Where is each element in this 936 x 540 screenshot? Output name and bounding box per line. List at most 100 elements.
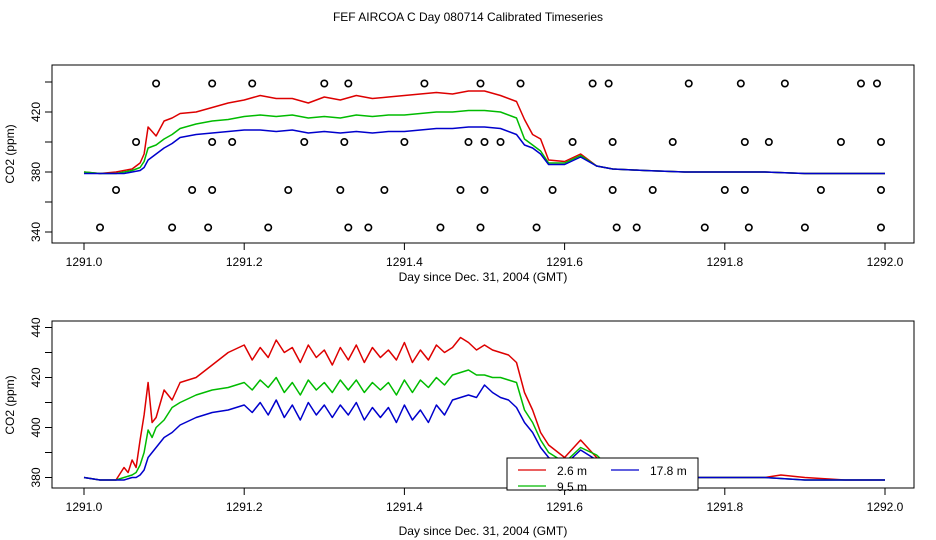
- x-tick-label: 1291.0: [66, 500, 103, 514]
- figure-title: FEF AIRCOA C Day 080714 Calibrated Times…: [333, 10, 603, 24]
- calibration-marker: [344, 79, 353, 88]
- calibration-marker: [336, 186, 345, 195]
- calibration-marker: [800, 223, 809, 232]
- x-tick-label: 1291.4: [386, 500, 423, 514]
- calibration-marker: [248, 79, 257, 88]
- calibration-marker: [632, 223, 641, 232]
- x-tick-label: 1291.6: [546, 255, 583, 269]
- calibration-marker: [476, 223, 485, 232]
- calibration-marker: [604, 79, 613, 88]
- calibration-marker: [764, 138, 773, 147]
- panel-top-y-axis: 340 380 420: [29, 81, 52, 242]
- y-tick-label: 440: [29, 317, 43, 337]
- calibration-marker: [476, 79, 485, 88]
- calibration-marker: [780, 79, 789, 88]
- calibration-marker: [204, 223, 213, 232]
- panel-top-x-axis: 1291.0 1291.2 1291.4 1291.6 1291.8 1292.0: [66, 243, 904, 269]
- calibration-marker: [344, 223, 353, 232]
- legend-box: [506, 457, 699, 491]
- legend-label-17-8m: 17.8 m: [650, 464, 687, 478]
- panel-bottom: 1291.0 1291.2 1291.4 1291.6 1291.8 1292.0 380…: [3, 317, 915, 538]
- calibration-marker: [648, 186, 657, 195]
- calibration-marker: [208, 79, 217, 88]
- y-tick-label: 380: [29, 162, 43, 182]
- calibration-marker: [264, 223, 273, 232]
- panel-bottom-xlabel: Day since Dec. 31, 2004 (GMT): [399, 524, 568, 538]
- calibration-marker: [320, 79, 329, 88]
- x-tick-label: 1291.4: [386, 255, 423, 269]
- legend-label-2-6m: 2.6 m: [557, 464, 587, 478]
- x-tick-label: 1291.8: [706, 500, 743, 514]
- calibration-marker: [188, 186, 197, 195]
- calibration-marker: [816, 186, 825, 195]
- legend: 2.6 m 17.8 m 9.5 m: [506, 457, 699, 494]
- x-tick-label: 1291.2: [226, 255, 263, 269]
- panel-bottom-x-axis: 1291.0 1291.2 1291.4 1291.6 1291.8 1292.0: [66, 488, 904, 514]
- calibration-marker: [496, 138, 505, 147]
- calibration-marker: [420, 79, 429, 88]
- calibration-marker: [740, 138, 749, 147]
- panel-bottom-ylabel: CO2 (ppm): [3, 375, 17, 434]
- x-tick-label: 1291.2: [226, 500, 263, 514]
- x-tick-label: 1292.0: [867, 500, 904, 514]
- series-line-2-6-m: [83, 90, 885, 175]
- y-tick-label: 420: [29, 102, 43, 122]
- panel-top-markers: [96, 79, 885, 232]
- calibration-marker: [208, 138, 217, 147]
- x-tick-label: 1292.0: [867, 255, 904, 269]
- calibration-marker: [532, 223, 541, 232]
- calibration-marker: [720, 186, 729, 195]
- calibration-marker: [96, 223, 105, 232]
- calibration-marker: [480, 138, 489, 147]
- panel-top: 1291.0 1291.2 1291.4 1291.6 1291.8 1292.0 340…: [3, 64, 915, 284]
- series-line-9-5-m: [83, 369, 885, 481]
- y-tick-label: 400: [29, 417, 43, 437]
- calibration-marker: [132, 138, 141, 147]
- calibration-marker: [876, 138, 885, 147]
- calibration-marker: [700, 223, 709, 232]
- calibration-marker: [456, 186, 465, 195]
- panel-bottom-series: [83, 336, 885, 481]
- calibration-marker: [228, 138, 237, 147]
- y-tick-label: 340: [29, 222, 43, 242]
- calibration-marker: [612, 223, 621, 232]
- panel-top-ylabel: CO2 (ppm): [3, 124, 17, 183]
- legend-label-9-5m: 9.5 m: [557, 480, 587, 494]
- y-tick-label: 420: [29, 367, 43, 387]
- calibration-marker: [744, 223, 753, 232]
- calibration-marker: [480, 186, 489, 195]
- calibration-marker: [588, 79, 597, 88]
- calibration-marker: [876, 186, 885, 195]
- panel-bottom-y-axis: 380 400 420 440: [29, 317, 52, 488]
- calibration-marker: [872, 79, 881, 88]
- series-line-2-6-m: [83, 336, 885, 481]
- panel-bottom-frame: [51, 320, 915, 489]
- series-line-9-5-m: [83, 109, 885, 175]
- calibration-marker: [876, 223, 885, 232]
- calibration-marker: [608, 186, 617, 195]
- series-line-17-8-m: [84, 126, 885, 175]
- calibration-marker: [836, 138, 845, 147]
- calibration-marker: [568, 138, 577, 147]
- series-line-17-8-m: [83, 384, 885, 481]
- calibration-marker: [516, 79, 525, 88]
- calibration-marker: [400, 138, 409, 147]
- calibration-marker: [548, 186, 557, 195]
- calibration-marker: [340, 138, 349, 147]
- calibration-marker: [152, 79, 161, 88]
- panel-top-frame: [51, 64, 915, 244]
- calibration-marker: [736, 79, 745, 88]
- calibration-marker: [284, 186, 293, 195]
- calibration-marker: [112, 186, 121, 195]
- x-tick-label: 1291.0: [66, 255, 103, 269]
- panel-top-series: [83, 90, 885, 175]
- calibration-marker: [740, 186, 749, 195]
- x-tick-label: 1291.8: [706, 255, 743, 269]
- calibration-marker: [436, 223, 445, 232]
- y-tick-label: 380: [29, 467, 43, 487]
- calibration-marker: [168, 223, 177, 232]
- calibration-marker: [608, 138, 617, 147]
- calibration-marker: [464, 138, 473, 147]
- calibration-marker: [684, 79, 693, 88]
